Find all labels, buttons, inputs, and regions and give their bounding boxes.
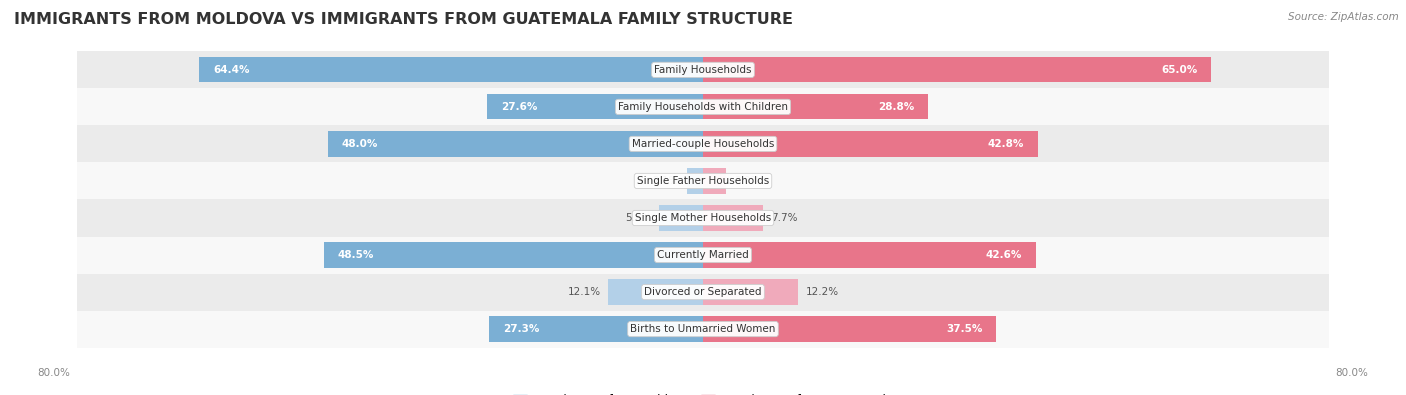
- FancyBboxPatch shape: [609, 280, 703, 305]
- Text: 5.6%: 5.6%: [624, 213, 651, 223]
- Text: Single Father Households: Single Father Households: [637, 176, 769, 186]
- FancyBboxPatch shape: [77, 237, 1329, 273]
- FancyBboxPatch shape: [703, 280, 799, 305]
- Text: 48.0%: 48.0%: [342, 139, 378, 149]
- FancyBboxPatch shape: [77, 199, 1329, 237]
- Legend: Immigrants from Moldova, Immigrants from Guatemala: Immigrants from Moldova, Immigrants from…: [513, 394, 893, 395]
- Text: 12.2%: 12.2%: [806, 287, 839, 297]
- Text: Married-couple Households: Married-couple Households: [631, 139, 775, 149]
- FancyBboxPatch shape: [77, 273, 1329, 310]
- FancyBboxPatch shape: [703, 205, 763, 231]
- Text: 37.5%: 37.5%: [946, 324, 983, 334]
- Text: 2.1%: 2.1%: [652, 176, 679, 186]
- FancyBboxPatch shape: [703, 168, 727, 194]
- FancyBboxPatch shape: [659, 205, 703, 231]
- Text: 27.3%: 27.3%: [503, 324, 540, 334]
- FancyBboxPatch shape: [77, 88, 1329, 126]
- FancyBboxPatch shape: [486, 94, 703, 119]
- Text: 80.0%: 80.0%: [38, 368, 70, 378]
- Text: 80.0%: 80.0%: [1336, 368, 1368, 378]
- FancyBboxPatch shape: [489, 316, 703, 342]
- Text: Single Mother Households: Single Mother Households: [636, 213, 770, 223]
- FancyBboxPatch shape: [200, 57, 703, 83]
- Text: Divorced or Separated: Divorced or Separated: [644, 287, 762, 297]
- Text: 65.0%: 65.0%: [1161, 65, 1198, 75]
- FancyBboxPatch shape: [703, 94, 928, 119]
- FancyBboxPatch shape: [328, 131, 703, 156]
- Text: IMMIGRANTS FROM MOLDOVA VS IMMIGRANTS FROM GUATEMALA FAMILY STRUCTURE: IMMIGRANTS FROM MOLDOVA VS IMMIGRANTS FR…: [14, 12, 793, 27]
- Text: 48.5%: 48.5%: [337, 250, 374, 260]
- Text: 3.0%: 3.0%: [734, 176, 761, 186]
- Text: 42.6%: 42.6%: [986, 250, 1022, 260]
- Text: 7.7%: 7.7%: [770, 213, 797, 223]
- FancyBboxPatch shape: [77, 51, 1329, 88]
- FancyBboxPatch shape: [323, 243, 703, 268]
- Text: 28.8%: 28.8%: [877, 102, 914, 112]
- FancyBboxPatch shape: [686, 168, 703, 194]
- Text: 12.1%: 12.1%: [568, 287, 600, 297]
- FancyBboxPatch shape: [77, 126, 1329, 162]
- Text: Family Households with Children: Family Households with Children: [619, 102, 787, 112]
- Text: Source: ZipAtlas.com: Source: ZipAtlas.com: [1288, 12, 1399, 22]
- FancyBboxPatch shape: [703, 316, 997, 342]
- Text: Currently Married: Currently Married: [657, 250, 749, 260]
- Text: 27.6%: 27.6%: [501, 102, 537, 112]
- FancyBboxPatch shape: [703, 57, 1212, 83]
- Text: 64.4%: 64.4%: [214, 65, 250, 75]
- FancyBboxPatch shape: [77, 162, 1329, 199]
- FancyBboxPatch shape: [703, 243, 1036, 268]
- FancyBboxPatch shape: [703, 131, 1038, 156]
- Text: 42.8%: 42.8%: [987, 139, 1024, 149]
- Text: Family Households: Family Households: [654, 65, 752, 75]
- FancyBboxPatch shape: [77, 310, 1329, 348]
- Text: Births to Unmarried Women: Births to Unmarried Women: [630, 324, 776, 334]
